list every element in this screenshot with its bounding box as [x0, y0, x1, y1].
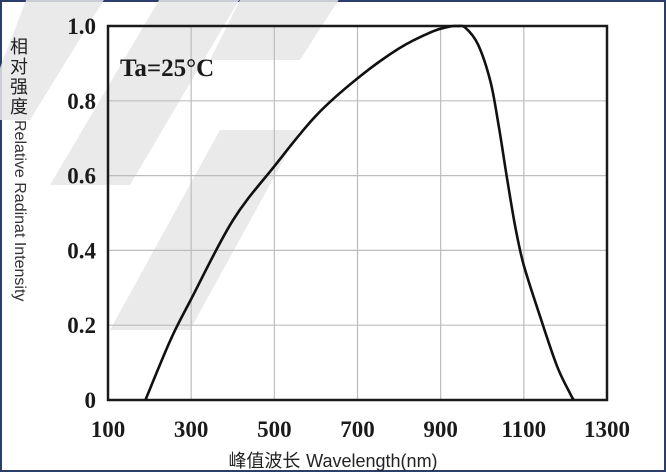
plot-frame — [106, 24, 609, 402]
y-tick-label: 0.6 — [67, 164, 96, 189]
y-axis-label-char: 度 — [10, 97, 28, 118]
y-tick-label: 0.8 — [67, 89, 96, 114]
x-tick-label: 700 — [340, 417, 375, 442]
x-tick-label: 900 — [423, 417, 458, 442]
y-axis-label-cn: 相对强度 — [6, 38, 32, 118]
y-tick-label: 0 — [85, 388, 97, 413]
series-line — [144, 24, 575, 401]
x-axis-label-en: Wavelength(nm) — [306, 451, 438, 471]
x-tick-label: 1100 — [501, 417, 546, 442]
y-tick-label: 0.4 — [67, 238, 96, 263]
x-tick-label: 100 — [91, 417, 126, 442]
y-axis-label-char: 强 — [10, 77, 28, 98]
tick-labels: 100 300 500 700 900 1100 1300 0 0.2 0.4 0.6 0.8 1.0 — [67, 14, 630, 442]
x-axis-label-cn: 峰值波长 — [228, 451, 301, 472]
x-tick-label: 300 — [174, 417, 209, 442]
y-axis-label: 相对强度 Relative Radinat Intensity — [6, 38, 32, 302]
x-tick-label: 1300 — [584, 417, 630, 442]
temperature-annotation: Ta=25°C — [120, 55, 214, 82]
x-tick-label: 500 — [257, 417, 292, 442]
grid-lines — [108, 26, 607, 400]
series-layer — [144, 24, 575, 401]
x-axis-label: 峰值波长 Wavelength(nm) — [0, 447, 666, 473]
plot-border — [106, 24, 609, 402]
y-axis-label-en: Relative Radinat Intensity — [11, 120, 28, 302]
y-axis-label-char: 相 — [10, 37, 28, 58]
y-tick-label: 1.0 — [67, 14, 96, 39]
y-axis-label-char: 对 — [10, 57, 28, 78]
y-tick-label: 0.2 — [67, 313, 96, 338]
